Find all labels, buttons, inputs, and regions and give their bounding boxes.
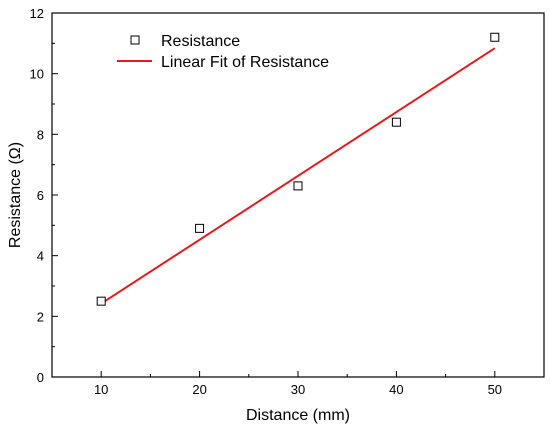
legend: Resistance Linear Fit of Resistance	[117, 33, 329, 71]
x-tick-label: 50	[488, 382, 502, 397]
y-tick-label: 12	[30, 6, 44, 21]
y-tick-label: 0	[37, 370, 44, 385]
ticks-layer: 10 20 30 40 50 0 2 4 6 8 10 12	[30, 6, 503, 397]
y-tick-label: 8	[37, 127, 44, 142]
data-point	[490, 32, 500, 42]
fit-line	[100, 47, 496, 305]
legend-label: Resistance	[161, 33, 240, 50]
data-point	[293, 181, 303, 191]
x-tick-label: 10	[94, 382, 108, 397]
legend-label: Linear Fit of Resistance	[161, 54, 329, 71]
y-tick-label: 10	[30, 67, 44, 82]
y-tick-label: 6	[37, 188, 44, 203]
data-point	[195, 223, 205, 233]
y-tick-label: 4	[37, 249, 44, 264]
y-tick-label: 2	[37, 309, 44, 324]
y-axis-label: Resistance (Ω)	[7, 142, 24, 248]
x-tick-label: 40	[389, 382, 403, 397]
data-point	[391, 117, 401, 127]
data-point	[96, 296, 106, 306]
x-tick-label: 20	[192, 382, 206, 397]
series-layer	[96, 32, 500, 306]
legend-marker-scatter	[130, 35, 140, 45]
x-tick-label: 30	[291, 382, 305, 397]
x-axis-label: Distance (mm)	[246, 407, 350, 424]
